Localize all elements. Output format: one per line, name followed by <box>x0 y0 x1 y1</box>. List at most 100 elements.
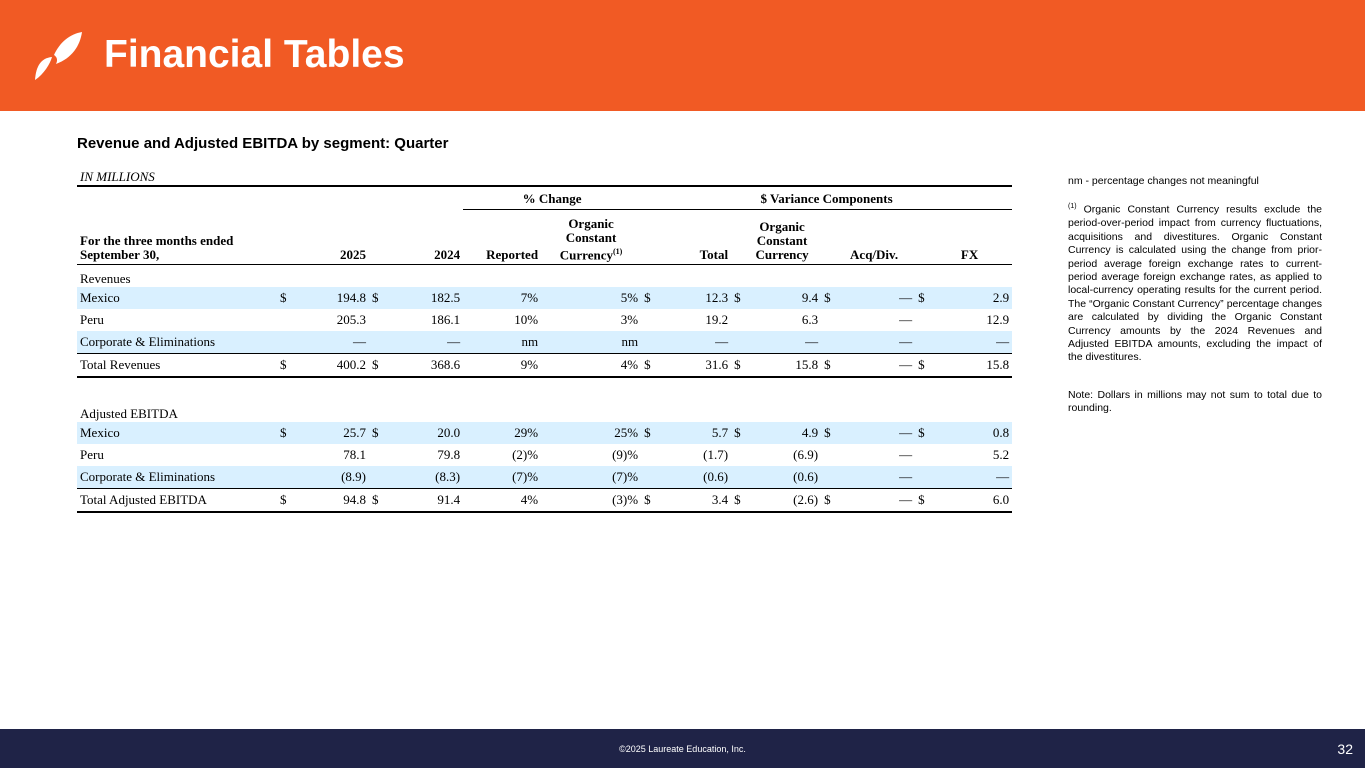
row-label: Corporate & Eliminations <box>77 466 277 489</box>
var-occ: (0.6) <box>743 466 822 489</box>
leaf-logo-icon <box>35 32 82 80</box>
var-total: 3.4 <box>653 488 732 513</box>
currency-symbol: $ <box>821 287 834 309</box>
var-acq: — <box>833 331 916 354</box>
var-occ: 9.4 <box>743 287 822 309</box>
revenues-section-label: Revenues <box>80 271 131 286</box>
var-fx: 5.2 <box>992 447 1010 462</box>
value-2025: 205.3 <box>336 312 366 327</box>
currency-symbol: $ <box>369 422 381 444</box>
pct-reported: nm <box>463 331 542 354</box>
table-row: Corporate & Eliminations (8.9) (8.3) (7)… <box>77 466 1013 489</box>
pct-reported: (2)% <box>512 447 539 462</box>
footer-bar: ©2025 Laureate Education, Inc. 32 <box>0 729 1365 768</box>
var-occ: (2.6) <box>743 488 822 513</box>
row-label: Total Adjusted EBITDA <box>77 488 277 513</box>
currency-symbol: $ <box>277 287 289 309</box>
col-reported: Reported <box>463 209 542 265</box>
nm-note: nm - percentage changes not meaningful <box>1068 175 1259 187</box>
pct-occ: (9)% <box>612 447 639 462</box>
section-title: Revenue and Adjusted EBITDA by segment: … <box>77 135 449 152</box>
value-2025: 78.1 <box>343 447 366 462</box>
var-total: 19.2 <box>705 312 729 327</box>
var-total: 31.6 <box>653 353 732 378</box>
var-fx: 6.0 <box>927 488 1013 513</box>
currency-symbol: $ <box>821 353 834 378</box>
pct-reported: 4% <box>463 488 542 513</box>
currency-symbol: $ <box>821 422 834 444</box>
table-row: Mexico $ 194.8 $ 182.5 7% 5% $ 12.3 $ 9.… <box>77 287 1013 309</box>
col-organic-constant-currency: Organic Constant Currency(1) <box>541 209 642 265</box>
currency-symbol: $ <box>731 287 744 309</box>
var-occ: 15.8 <box>743 353 822 378</box>
value-2024: 186.1 <box>430 312 461 327</box>
currency-symbol: $ <box>277 488 289 513</box>
variance-components-header: $ Variance Components <box>641 186 1013 210</box>
col-2025: 2025 <box>289 209 369 265</box>
page-number: 32 <box>1337 741 1353 757</box>
pct-occ: 3% <box>620 312 639 327</box>
value-2025: (8.9) <box>289 466 369 489</box>
var-acq: — <box>833 466 916 489</box>
var-acq: — <box>833 488 916 513</box>
col-acq-div: Acq/Div. <box>833 209 916 265</box>
currency-symbol: $ <box>641 488 654 513</box>
value-2025: 94.8 <box>289 488 369 513</box>
row-label: Total Revenues <box>77 353 277 378</box>
period-header: For the three months ended September 30, <box>77 209 277 265</box>
total-row: Total Revenues $ 400.2 $ 368.6 9% 4% $ 3… <box>77 353 1013 378</box>
currency-symbol: $ <box>731 488 744 513</box>
rounding-note: Note: Dollars in millions may not sum to… <box>1068 388 1322 415</box>
var-fx: 0.8 <box>927 422 1013 444</box>
currency-symbol: $ <box>369 353 381 378</box>
currency-symbol: $ <box>641 287 654 309</box>
pct-reported: (7)% <box>463 466 542 489</box>
col-2024: 2024 <box>381 209 464 265</box>
pct-reported: 29% <box>463 422 542 444</box>
ebitda-section-label: Adjusted EBITDA <box>80 406 178 421</box>
var-acq: — <box>833 422 916 444</box>
var-acq: — <box>833 353 916 378</box>
var-fx: 12.9 <box>986 312 1010 327</box>
var-acq: — <box>833 287 916 309</box>
pct-change-header: % Change <box>463 186 642 210</box>
financial-table: % Change $ Variance Components For the t… <box>77 185 1013 513</box>
currency-symbol: $ <box>641 353 654 378</box>
value-2024: 182.5 <box>381 287 464 309</box>
pct-occ: 5% <box>541 287 642 309</box>
value-2024: 79.8 <box>437 447 461 462</box>
value-2024: — <box>381 331 464 354</box>
row-label: Mexico <box>77 287 277 309</box>
var-occ: — <box>743 331 822 354</box>
pct-reported: 7% <box>463 287 542 309</box>
col-fx: FX <box>927 209 1013 265</box>
pct-occ: nm <box>541 331 642 354</box>
var-fx: 2.9 <box>927 287 1013 309</box>
pct-occ: (7)% <box>541 466 642 489</box>
units-label: IN MILLIONS <box>80 169 155 184</box>
value-2024: 368.6 <box>381 353 464 378</box>
col-variance-organic-constant-currency: Organic Constant Currency <box>743 209 822 265</box>
copyright: ©2025 Laureate Education, Inc. <box>619 744 746 754</box>
var-total: (1.7) <box>703 447 729 462</box>
currency-symbol: $ <box>915 422 928 444</box>
pct-reported: 10% <box>514 312 539 327</box>
currency-symbol: $ <box>369 287 381 309</box>
pct-occ: (3)% <box>541 488 642 513</box>
var-occ: 6.3 <box>801 312 819 327</box>
row-label: Peru <box>80 447 104 462</box>
row-label: Peru <box>80 312 104 327</box>
var-fx: 15.8 <box>927 353 1013 378</box>
currency-symbol: $ <box>277 353 289 378</box>
row-label: Mexico <box>77 422 277 444</box>
var-occ: (6.9) <box>793 447 819 462</box>
var-fx: — <box>927 466 1013 489</box>
currency-symbol: $ <box>915 488 928 513</box>
currency-symbol: $ <box>821 488 834 513</box>
pct-occ: 25% <box>541 422 642 444</box>
pct-occ: 4% <box>541 353 642 378</box>
currency-symbol: $ <box>277 422 289 444</box>
var-acq: — <box>899 447 913 462</box>
total-row: Total Adjusted EBITDA $ 94.8 $ 91.4 4% (… <box>77 488 1013 513</box>
pct-reported: 9% <box>463 353 542 378</box>
